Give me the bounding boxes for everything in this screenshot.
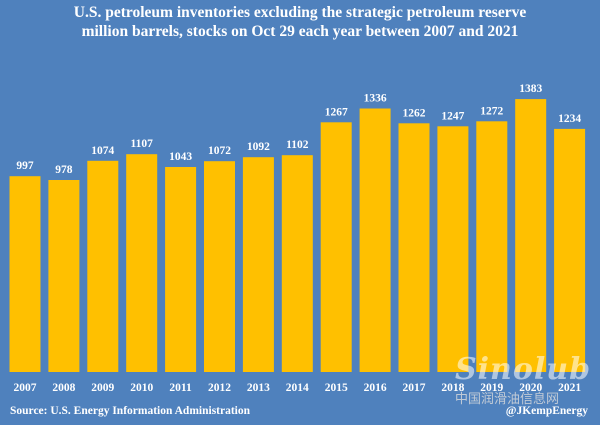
bar-2019 <box>476 121 508 372</box>
x-tick-label-2015: 2015 <box>325 382 348 394</box>
data-label-2011: 1043 <box>169 151 192 163</box>
bar-2020 <box>515 99 547 372</box>
x-tick-label-2018: 2018 <box>441 382 464 394</box>
bar-2013 <box>242 157 274 372</box>
bar-2008 <box>48 180 80 372</box>
data-label-2008: 978 <box>55 164 73 176</box>
data-label-2015: 1267 <box>325 106 348 118</box>
chart-title-line1: U.S. petroleum inventories excluding the… <box>73 4 527 21</box>
data-label-2019: 1272 <box>480 105 503 117</box>
data-label-2016: 1336 <box>364 93 387 105</box>
data-label-2007: 997 <box>16 160 34 172</box>
author-credit: @JKempEnergy <box>505 405 588 417</box>
x-tick-label-2020: 2020 <box>519 382 542 394</box>
bar-2015 <box>320 122 352 372</box>
data-label-2009: 1074 <box>91 145 114 157</box>
x-tick-label-2012: 2012 <box>208 382 231 394</box>
bar-2016 <box>359 108 391 372</box>
watermark-chinese-text: 中国润滑油信息网 <box>455 392 560 407</box>
x-tick-label-2008: 2008 <box>52 382 75 394</box>
data-label-2014: 1102 <box>286 139 309 151</box>
chart-title-line2: million barrels, stocks on Oct 29 each y… <box>81 23 519 40</box>
x-tick-label-2021: 2021 <box>558 382 581 394</box>
bar-2014 <box>281 155 313 372</box>
x-tick-label-2013: 2013 <box>247 382 270 394</box>
bar-2017 <box>398 123 430 372</box>
chart-title: U.S. petroleum inventories excluding the… <box>0 3 600 41</box>
x-tick-label-2010: 2010 <box>130 382 153 394</box>
bar-2007 <box>9 176 41 372</box>
data-label-2012: 1072 <box>208 145 231 157</box>
watermark-logo: Sinolub <box>455 352 592 387</box>
data-label-2020: 1383 <box>519 83 542 95</box>
x-tick-label-2019: 2019 <box>480 382 503 394</box>
x-tick-label-2017: 2017 <box>403 382 426 394</box>
bar-2009 <box>87 160 119 372</box>
bar-2010 <box>126 154 158 372</box>
bar-2021 <box>554 128 586 372</box>
x-tick-label-2016: 2016 <box>364 382 387 394</box>
source-note: Source: U.S. Energy Information Administ… <box>10 405 251 417</box>
data-label-2021: 1234 <box>558 113 581 125</box>
x-tick-label-2014: 2014 <box>286 382 309 394</box>
data-label-2018: 1247 <box>441 110 464 122</box>
bar-2011 <box>165 167 197 372</box>
data-label-2013: 1092 <box>247 141 270 153</box>
bar-2018 <box>437 126 469 372</box>
data-label-2017: 1262 <box>403 107 426 119</box>
x-tick-label-2011: 2011 <box>169 382 192 394</box>
data-label-2010: 1107 <box>131 138 154 150</box>
x-tick-label-2007: 2007 <box>14 382 37 394</box>
bar-2012 <box>204 161 235 372</box>
x-tick-label-2009: 2009 <box>91 382 114 394</box>
